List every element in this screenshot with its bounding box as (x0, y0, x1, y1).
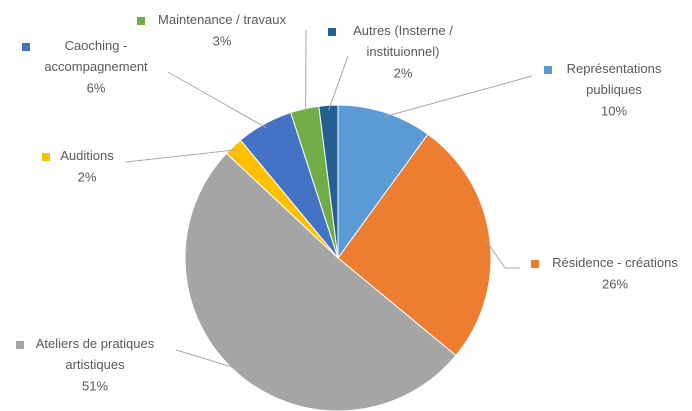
pie-slice (318, 104, 339, 259)
data-label-value: 26% (602, 276, 628, 291)
data-label-name: Maintenance / travaux (158, 12, 286, 27)
data-label-name: Résidence - créations (552, 255, 678, 270)
data-label-value: 2% (394, 65, 413, 80)
data-label-name: Représentations publiques (567, 61, 662, 97)
legend-key (137, 17, 145, 25)
data-label-name: Ateliers de pratiques artistiques (36, 336, 155, 372)
data-label-value: 10% (601, 103, 627, 118)
leader-line (125, 149, 237, 163)
data-label-value: 3% (213, 33, 232, 48)
leader-line (484, 239, 520, 269)
leader-line (383, 75, 533, 118)
data-label-value: 51% (82, 378, 108, 393)
leader-line (175, 349, 240, 370)
data-label-name: Autres (Insterne / instituionnel) (353, 23, 453, 59)
pie-slice (337, 104, 429, 260)
pie-slice (337, 133, 492, 357)
data-label-name: Caoching -accompagnement (44, 38, 148, 74)
pie-slice (184, 152, 457, 411)
legend-key (42, 153, 50, 161)
legend-key (328, 28, 336, 36)
legend-key (16, 341, 24, 349)
leader-line (328, 55, 349, 111)
data-label-value: 2% (78, 169, 97, 184)
legend-key (544, 66, 552, 74)
data-label-value: 6% (87, 80, 106, 95)
leader-line (167, 71, 267, 129)
legend-key (531, 260, 539, 268)
legend-key (22, 43, 30, 51)
data-label-name: Auditions (60, 148, 114, 163)
